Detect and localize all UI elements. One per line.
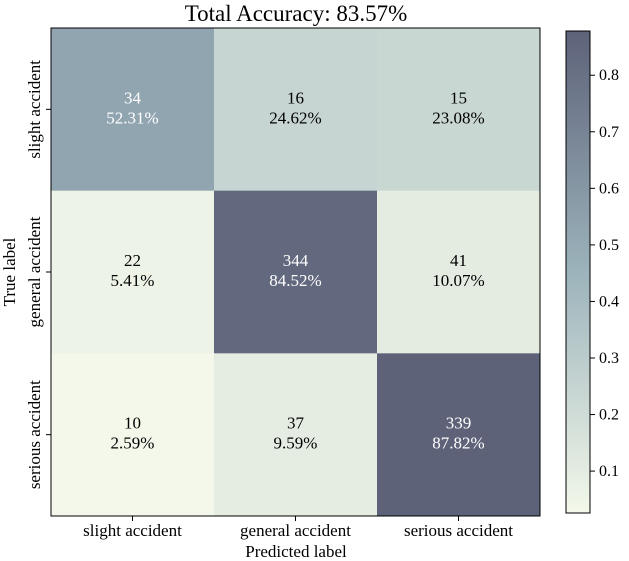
cell-count-label: 16 xyxy=(287,88,304,107)
heatmap-cell xyxy=(377,353,541,517)
cell-count-label: 344 xyxy=(283,251,309,270)
heatmap-cell xyxy=(214,190,378,354)
cell-percent-label: 87.82% xyxy=(432,434,484,453)
colorbar-tick-label: 0.6 xyxy=(599,180,619,197)
y-tick-label: serious accident xyxy=(25,380,44,489)
cell-percent-label: 52.31% xyxy=(106,108,158,127)
x-tick-label: serious accident xyxy=(404,521,513,540)
cell-count-label: 41 xyxy=(450,251,467,270)
cell-count-label: 22 xyxy=(124,251,141,270)
heatmap-cell xyxy=(377,28,541,192)
colorbar-tick-label: 0.1 xyxy=(599,463,619,480)
cell-percent-label: 2.59% xyxy=(111,434,155,453)
y-tick-label: slight accident xyxy=(25,60,44,159)
heatmap-cell xyxy=(51,28,215,192)
cell-count-label: 10 xyxy=(124,414,141,433)
chart-title: Total Accuracy: 83.57% xyxy=(185,1,408,26)
cell-count-label: 34 xyxy=(124,88,142,107)
colorbar-tick-label: 0.8 xyxy=(599,67,619,84)
heatmap-cell xyxy=(214,353,378,517)
x-axis-label: Predicted label xyxy=(245,542,347,561)
colorbar-tick-label: 0.5 xyxy=(599,237,619,254)
heatmap-cell xyxy=(214,28,378,192)
cell-percent-label: 10.07% xyxy=(432,271,484,290)
colorbar-ticks: 0.1 0.2 0.3 0.4 0.5 0.6 0.7 0.8 xyxy=(590,67,619,480)
heatmap-cell xyxy=(377,190,541,354)
cell-percent-label: 24.62% xyxy=(269,108,321,127)
colorbar-tick-label: 0.3 xyxy=(599,350,619,367)
x-tick-label: general accident xyxy=(240,521,351,540)
y-axis-label: True label xyxy=(0,237,19,306)
colorbar-tick-label: 0.7 xyxy=(599,124,619,141)
x-tick-label: slight accident xyxy=(83,521,182,540)
heatmap-cell xyxy=(51,190,215,354)
cell-percent-label: 5.41% xyxy=(111,271,155,290)
cell-count-label: 37 xyxy=(287,414,305,433)
y-tick-label: general accident xyxy=(25,216,44,327)
heatmap-cell xyxy=(51,353,215,517)
cell-percent-label: 23.08% xyxy=(432,108,484,127)
cell-count-label: 15 xyxy=(450,88,467,107)
cell-percent-label: 84.52% xyxy=(269,271,321,290)
cell-count-label: 339 xyxy=(446,414,472,433)
y-axis-ticks: slight accident general accident serious a… xyxy=(25,60,51,489)
colorbar xyxy=(565,30,591,514)
colorbar-tick-label: 0.2 xyxy=(599,407,619,424)
colorbar-tick-label: 0.4 xyxy=(599,293,619,310)
x-axis-ticks: slight accident general accident serious a… xyxy=(83,516,513,540)
cell-percent-label: 9.59% xyxy=(274,434,318,453)
